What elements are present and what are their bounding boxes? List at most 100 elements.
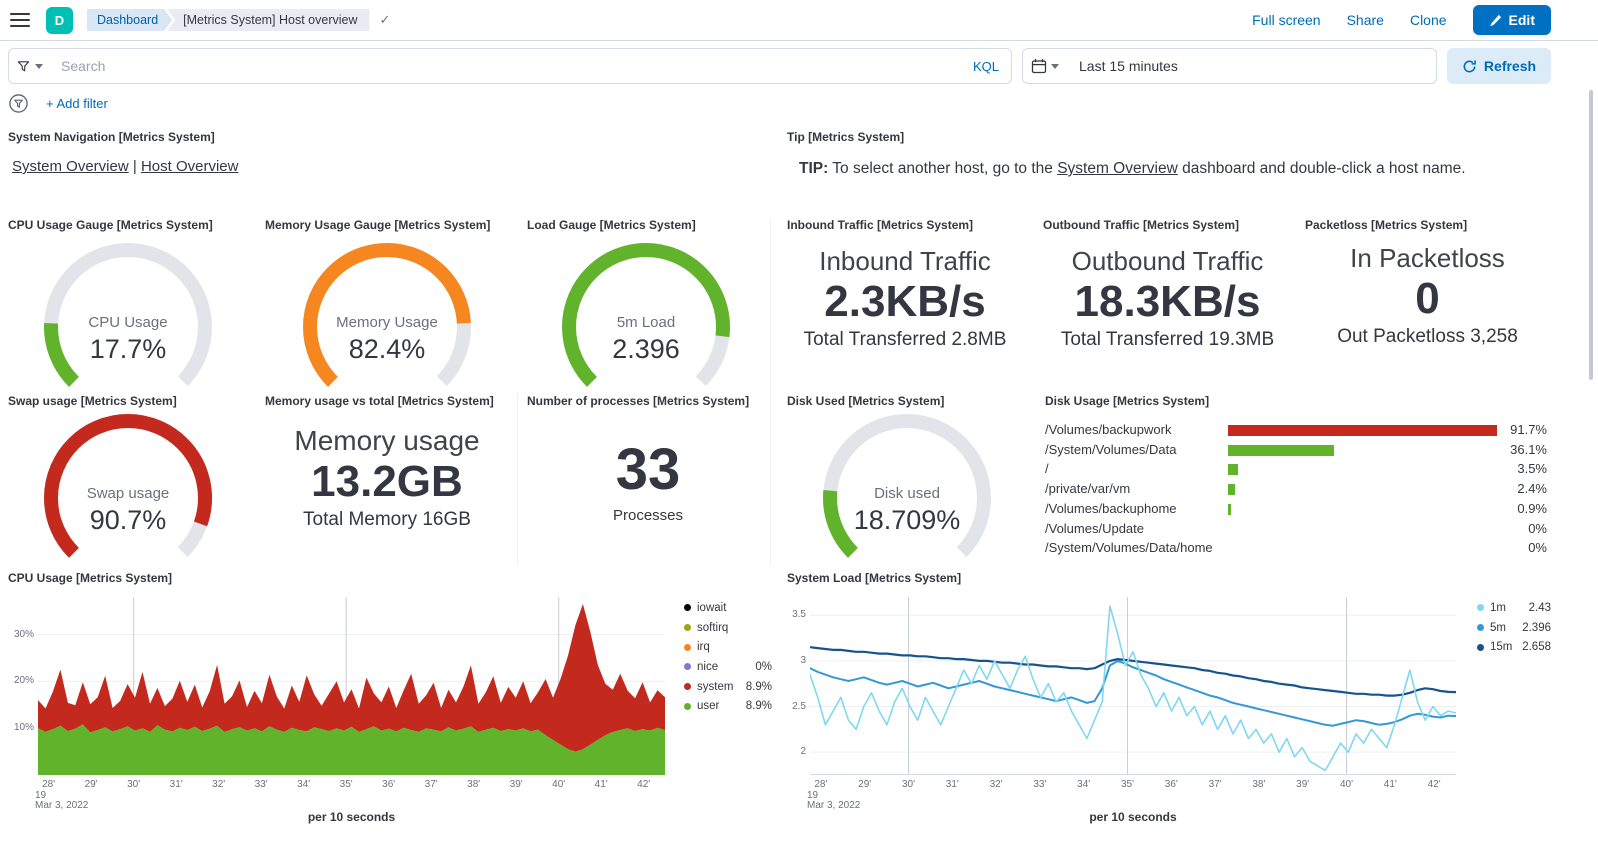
x-axis-tick-label: 29' (858, 779, 872, 790)
refresh-button-label: Refresh (1483, 58, 1537, 74)
system-navigation-links: System Overview | Host Overview (12, 158, 238, 175)
scrollbar-thumb[interactable] (1589, 90, 1593, 380)
tip-system-overview-link[interactable]: System Overview (1057, 160, 1178, 177)
gauge-value: 17.7% (89, 333, 167, 364)
disk-gauge-arc (823, 414, 991, 582)
memory-vs-total-metric: Memory usage 13.2GB Total Memory 16GB (262, 425, 512, 531)
legend-label: system (697, 680, 734, 693)
add-filter-link[interactable]: + Add filter (46, 96, 108, 111)
legend-label: iowait (697, 601, 727, 614)
system-overview-link[interactable]: System Overview (12, 158, 129, 175)
kql-toggle[interactable]: KQL (972, 58, 999, 74)
search-bar: KQL (49, 48, 1012, 84)
packetloss-metric: In Packetloss 0 Out Packetloss 3,258 (1300, 243, 1555, 348)
tip-label: TIP: (799, 160, 829, 177)
panel-title-packetloss: Packetloss [Metrics System] (1305, 218, 1468, 232)
x-axis-tick-label: 34' (297, 779, 311, 790)
inbound-traffic-metric: Inbound Traffic 2.3KB/s Total Transferre… (780, 246, 1030, 351)
system-load-line-chart[interactable] (810, 597, 1456, 775)
legend-value: 8.9% (745, 700, 772, 713)
swap-usage-gauge: Swap usage 90.7% (43, 413, 213, 583)
legend-color-dot (1477, 604, 1484, 612)
search-input[interactable] (49, 49, 961, 83)
legend-value: 2.396 (1522, 621, 1551, 634)
legend-item[interactable]: softirq (684, 618, 772, 638)
refresh-icon (1463, 60, 1476, 72)
legend-value: 2.658 (1522, 641, 1551, 654)
x-axis-tick-label: 39' (509, 779, 523, 790)
saved-query-menu-button[interactable] (8, 48, 50, 84)
legend-item[interactable]: user 8.9% (684, 696, 772, 716)
x-axis-tick-label: 32' (212, 779, 226, 790)
panel-title-outbound: Outbound Traffic [Metrics System] (1043, 218, 1240, 232)
legend-item[interactable]: system 8.9% (684, 677, 772, 697)
legend-item[interactable]: 15m 2.658 (1477, 637, 1551, 657)
check-icon: ✓ (379, 12, 391, 27)
metric-subtitle: Total Transferred 19.3MB (1060, 329, 1275, 351)
panel-title-swap: Swap usage [Metrics System] (8, 394, 177, 408)
metric-label: Inbound Traffic (819, 246, 991, 276)
legend-color-dot (684, 702, 691, 710)
space-avatar[interactable]: D (46, 6, 73, 34)
top-navigation-bar: D Dashboard [Metrics System] Host overvi… (0, 0, 1598, 41)
legend-label: 15m (1490, 641, 1513, 654)
edit-button-label: Edit (1508, 12, 1535, 28)
disk-path-label: /System/Volumes/Data (1045, 441, 1177, 457)
legend-color-dot (1477, 624, 1484, 632)
y-axis-tick-label: 2.5 (792, 700, 806, 712)
disk-pct-label: 36.1% (1510, 441, 1547, 457)
breadcrumb-dashboard[interactable]: Dashboard (87, 9, 172, 31)
y-axis-tick-label: 3 (800, 654, 806, 666)
disk-path-label: /System/Volumes/Data/home (1045, 540, 1213, 556)
clone-link[interactable]: Clone (1409, 12, 1447, 28)
panel-title-load-gauge: Load Gauge [Metrics System] (527, 218, 696, 232)
metric-value: 2.3KB/s (824, 277, 986, 326)
x-axis-tick-label: 32' (989, 779, 1003, 790)
y-axis-tick-label: 10% (13, 722, 34, 734)
x-axis-tick-label: 33' (254, 779, 268, 790)
load-chart-axes: 28' 29' 30' 31' 32' 33' 34' 35' 36' 37' 38' 39' 40' 4… (792, 597, 1456, 811)
cpu-chart-legend: iowait softirq irq nice 0% system 8.9% user 8.9% (684, 598, 772, 716)
date-picker-button[interactable] (1022, 48, 1068, 84)
time-range-display[interactable]: Last 15 minutes (1067, 48, 1437, 84)
share-link[interactable]: Share (1346, 12, 1384, 28)
axis-date-hour: 19 (35, 790, 47, 801)
edit-button[interactable]: Edit (1472, 5, 1551, 35)
host-overview-link[interactable]: Host Overview (140, 158, 239, 175)
cpu-gauge-arc (43, 243, 212, 411)
legend-item[interactable]: iowait (684, 598, 772, 618)
disk-usage-row: /Volumes/Update 0% (1045, 519, 1547, 539)
disk-usage-bar (1228, 484, 1235, 496)
filter-settings-icon[interactable] (8, 93, 29, 119)
cpu-usage-area-chart[interactable] (38, 597, 665, 775)
chevron-down-icon (1051, 63, 1059, 69)
panel-divider (770, 220, 771, 565)
metric-value: 18.3KB/s (1074, 277, 1261, 326)
x-axis-tick-label: 36' (382, 779, 396, 790)
disk-path-label: /Volumes/Update (1045, 520, 1145, 536)
link-separator: | (128, 158, 141, 175)
legend-item[interactable]: 1m 2.43 (1477, 598, 1551, 618)
legend-item[interactable]: irq (684, 637, 772, 657)
disk-usage-row: /System/Volumes/Data/home 0% (1045, 538, 1547, 558)
legend-item[interactable]: nice 0% (684, 657, 772, 677)
chevron-down-icon (34, 63, 43, 69)
full-screen-link[interactable]: Full screen (1252, 12, 1321, 28)
cpu-chart-axes: 28' 29' 30' 31' 32' 33' 34' 35' 36' 37' 38' 39' 40' 4… (14, 597, 665, 812)
filter-funnel-icon (17, 60, 29, 71)
metric-subtitle: Processes (612, 506, 684, 524)
gauge-label: Memory Usage (336, 313, 438, 331)
memory-usage-gauge: Memory Usage 82.4% (302, 242, 472, 412)
x-axis-tick-label: 28' (814, 779, 828, 790)
metric-subtitle: Total Transferred 2.8MB (803, 329, 1007, 351)
menu-icon[interactable] (10, 13, 30, 27)
disk-usage-list: /Volumes/backupwork 91.7% /System/Volumes/… (1045, 420, 1547, 562)
disk-path-label: /Volumes/backupwork (1045, 422, 1172, 437)
panel-title-disk-usage: Disk Usage [Metrics System] (1045, 394, 1210, 408)
metric-subtitle: Total Memory 16GB (303, 509, 471, 531)
refresh-button[interactable]: Refresh (1447, 48, 1551, 84)
metric-value: 13.2GB (311, 457, 463, 506)
legend-item[interactable]: 5m 2.396 (1477, 618, 1551, 638)
legend-value: 8.9% (745, 680, 772, 693)
x-axis-tick-label: 31' (169, 779, 183, 790)
